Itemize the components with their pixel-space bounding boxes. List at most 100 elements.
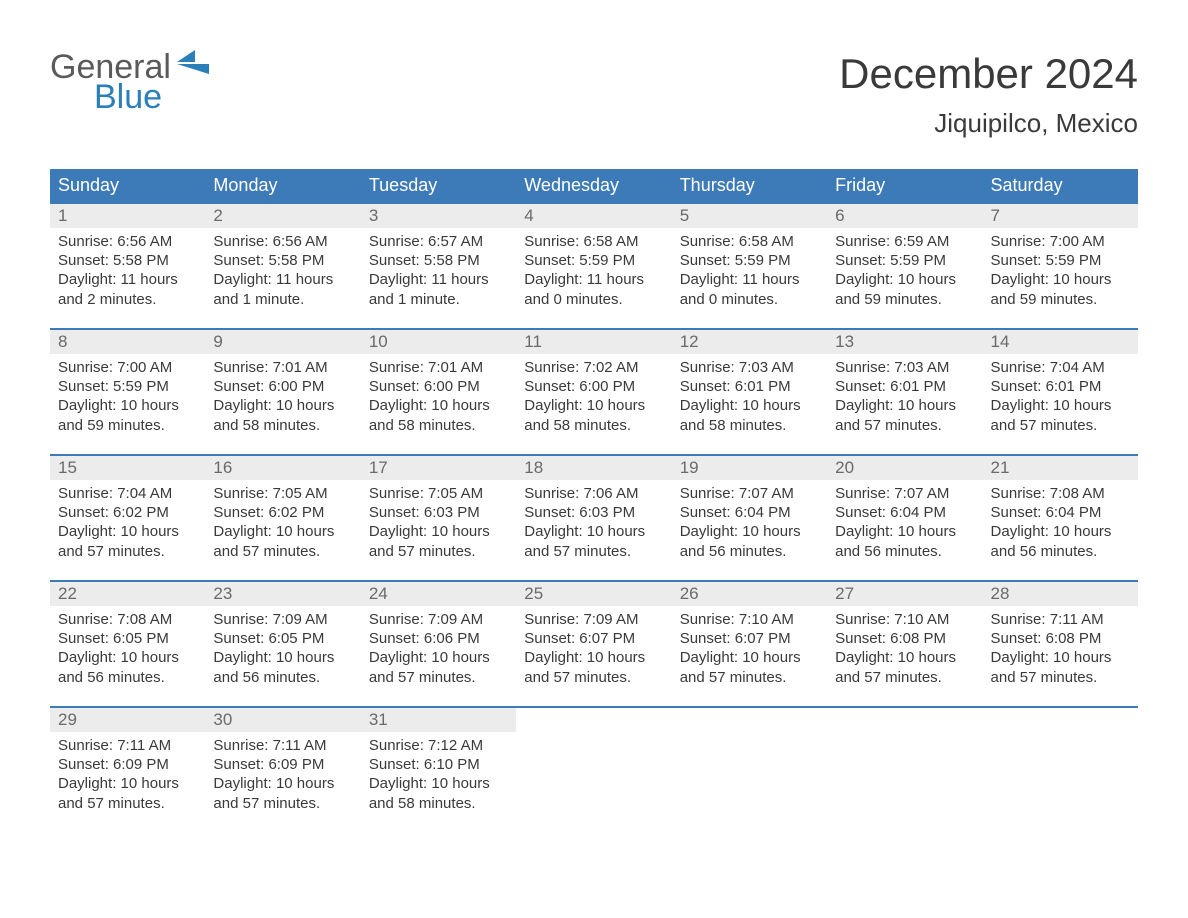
- sunrise-line: Sunrise: 7:10 AM: [680, 610, 819, 629]
- sunset-line: Sunset: 6:07 PM: [524, 629, 663, 648]
- day-body: Sunrise: 7:10 AMSunset: 6:07 PMDaylight:…: [672, 606, 827, 687]
- day-body: Sunrise: 6:58 AMSunset: 5:59 PMDaylight:…: [672, 228, 827, 309]
- title-block: December 2024 Jiquipilco, Mexico: [839, 50, 1138, 139]
- day-number: 31: [361, 708, 516, 732]
- day-cell: 17Sunrise: 7:05 AMSunset: 6:03 PMDayligh…: [361, 456, 516, 580]
- daylight-line: Daylight: 10 hours and 56 minutes.: [213, 648, 352, 686]
- sunset-line: Sunset: 6:08 PM: [991, 629, 1130, 648]
- daylight-line: Daylight: 10 hours and 58 minutes.: [524, 396, 663, 434]
- day-body: Sunrise: 7:05 AMSunset: 6:02 PMDaylight:…: [205, 480, 360, 561]
- day-number: 21: [983, 456, 1138, 480]
- day-cell: 19Sunrise: 7:07 AMSunset: 6:04 PMDayligh…: [672, 456, 827, 580]
- day-cell: 31Sunrise: 7:12 AMSunset: 6:10 PMDayligh…: [361, 708, 516, 832]
- day-body: Sunrise: 7:11 AMSunset: 6:09 PMDaylight:…: [50, 732, 205, 813]
- day-body: Sunrise: 7:02 AMSunset: 6:00 PMDaylight:…: [516, 354, 671, 435]
- sunrise-line: Sunrise: 7:06 AM: [524, 484, 663, 503]
- daylight-line: Daylight: 11 hours and 0 minutes.: [680, 270, 819, 308]
- weekday-cell: Tuesday: [361, 169, 516, 202]
- daylight-line: Daylight: 10 hours and 57 minutes.: [524, 648, 663, 686]
- sunrise-line: Sunrise: 7:02 AM: [524, 358, 663, 377]
- day-cell: 10Sunrise: 7:01 AMSunset: 6:00 PMDayligh…: [361, 330, 516, 454]
- day-number: 24: [361, 582, 516, 606]
- day-body: Sunrise: 6:56 AMSunset: 5:58 PMDaylight:…: [205, 228, 360, 309]
- sunset-line: Sunset: 6:01 PM: [680, 377, 819, 396]
- day-cell: 24Sunrise: 7:09 AMSunset: 6:06 PMDayligh…: [361, 582, 516, 706]
- day-number: 14: [983, 330, 1138, 354]
- day-body: Sunrise: 7:03 AMSunset: 6:01 PMDaylight:…: [672, 354, 827, 435]
- day-body: Sunrise: 6:58 AMSunset: 5:59 PMDaylight:…: [516, 228, 671, 309]
- sunrise-line: Sunrise: 7:07 AM: [835, 484, 974, 503]
- sunset-line: Sunset: 6:07 PM: [680, 629, 819, 648]
- daylight-line: Daylight: 11 hours and 1 minute.: [369, 270, 508, 308]
- day-body: Sunrise: 7:03 AMSunset: 6:01 PMDaylight:…: [827, 354, 982, 435]
- day-number: 27: [827, 582, 982, 606]
- day-cell: [516, 708, 671, 832]
- daylight-line: Daylight: 10 hours and 56 minutes.: [991, 522, 1130, 560]
- day-body: Sunrise: 7:04 AMSunset: 6:01 PMDaylight:…: [983, 354, 1138, 435]
- day-cell: 5Sunrise: 6:58 AMSunset: 5:59 PMDaylight…: [672, 204, 827, 328]
- daylight-line: Daylight: 10 hours and 57 minutes.: [835, 396, 974, 434]
- sunset-line: Sunset: 6:04 PM: [991, 503, 1130, 522]
- day-body: Sunrise: 7:08 AMSunset: 6:04 PMDaylight:…: [983, 480, 1138, 561]
- sunrise-line: Sunrise: 7:12 AM: [369, 736, 508, 755]
- day-number: 15: [50, 456, 205, 480]
- location-title: Jiquipilco, Mexico: [839, 108, 1138, 139]
- day-cell: 16Sunrise: 7:05 AMSunset: 6:02 PMDayligh…: [205, 456, 360, 580]
- day-cell: 22Sunrise: 7:08 AMSunset: 6:05 PMDayligh…: [50, 582, 205, 706]
- day-number: 6: [827, 204, 982, 228]
- sunset-line: Sunset: 5:58 PM: [369, 251, 508, 270]
- day-cell: 7Sunrise: 7:00 AMSunset: 5:59 PMDaylight…: [983, 204, 1138, 328]
- day-cell: 26Sunrise: 7:10 AMSunset: 6:07 PMDayligh…: [672, 582, 827, 706]
- day-body: Sunrise: 7:11 AMSunset: 6:08 PMDaylight:…: [983, 606, 1138, 687]
- day-number: 5: [672, 204, 827, 228]
- sunset-line: Sunset: 6:02 PM: [213, 503, 352, 522]
- day-cell: [983, 708, 1138, 832]
- day-body: Sunrise: 7:08 AMSunset: 6:05 PMDaylight:…: [50, 606, 205, 687]
- day-cell: 21Sunrise: 7:08 AMSunset: 6:04 PMDayligh…: [983, 456, 1138, 580]
- sunrise-line: Sunrise: 7:01 AM: [213, 358, 352, 377]
- daylight-line: Daylight: 11 hours and 1 minute.: [213, 270, 352, 308]
- day-body: Sunrise: 7:10 AMSunset: 6:08 PMDaylight:…: [827, 606, 982, 687]
- daylight-line: Daylight: 10 hours and 57 minutes.: [213, 522, 352, 560]
- sunrise-line: Sunrise: 7:10 AM: [835, 610, 974, 629]
- day-number: 9: [205, 330, 360, 354]
- day-number: 10: [361, 330, 516, 354]
- daylight-line: Daylight: 10 hours and 59 minutes.: [991, 270, 1130, 308]
- daylight-line: Daylight: 10 hours and 57 minutes.: [369, 648, 508, 686]
- daylight-line: Daylight: 10 hours and 56 minutes.: [680, 522, 819, 560]
- day-body: Sunrise: 7:00 AMSunset: 5:59 PMDaylight:…: [983, 228, 1138, 309]
- daylight-line: Daylight: 10 hours and 57 minutes.: [524, 522, 663, 560]
- day-number: 19: [672, 456, 827, 480]
- daylight-line: Daylight: 10 hours and 57 minutes.: [58, 774, 197, 812]
- day-body: Sunrise: 7:01 AMSunset: 6:00 PMDaylight:…: [205, 354, 360, 435]
- daylight-line: Daylight: 11 hours and 2 minutes.: [58, 270, 197, 308]
- day-cell: 29Sunrise: 7:11 AMSunset: 6:09 PMDayligh…: [50, 708, 205, 832]
- day-cell: [672, 708, 827, 832]
- day-cell: 2Sunrise: 6:56 AMSunset: 5:58 PMDaylight…: [205, 204, 360, 328]
- sunrise-line: Sunrise: 7:03 AM: [680, 358, 819, 377]
- weekday-cell: Thursday: [672, 169, 827, 202]
- daylight-line: Daylight: 10 hours and 57 minutes.: [369, 522, 508, 560]
- sunset-line: Sunset: 6:10 PM: [369, 755, 508, 774]
- day-body: Sunrise: 7:09 AMSunset: 6:07 PMDaylight:…: [516, 606, 671, 687]
- day-body: Sunrise: 7:00 AMSunset: 5:59 PMDaylight:…: [50, 354, 205, 435]
- day-number: 11: [516, 330, 671, 354]
- day-number: 18: [516, 456, 671, 480]
- daylight-line: Daylight: 10 hours and 58 minutes.: [369, 396, 508, 434]
- sunrise-line: Sunrise: 7:09 AM: [524, 610, 663, 629]
- sunset-line: Sunset: 6:06 PM: [369, 629, 508, 648]
- day-body: Sunrise: 7:01 AMSunset: 6:00 PMDaylight:…: [361, 354, 516, 435]
- sunrise-line: Sunrise: 7:11 AM: [213, 736, 352, 755]
- weekday-cell: Friday: [827, 169, 982, 202]
- sunset-line: Sunset: 6:00 PM: [369, 377, 508, 396]
- sunset-line: Sunset: 6:05 PM: [213, 629, 352, 648]
- daylight-line: Daylight: 10 hours and 57 minutes.: [835, 648, 974, 686]
- logo: General Blue: [50, 50, 209, 115]
- sunrise-line: Sunrise: 7:08 AM: [58, 610, 197, 629]
- sunrise-line: Sunrise: 7:07 AM: [680, 484, 819, 503]
- day-number: 4: [516, 204, 671, 228]
- day-number: 29: [50, 708, 205, 732]
- sunset-line: Sunset: 5:59 PM: [991, 251, 1130, 270]
- day-number: 25: [516, 582, 671, 606]
- day-number: 16: [205, 456, 360, 480]
